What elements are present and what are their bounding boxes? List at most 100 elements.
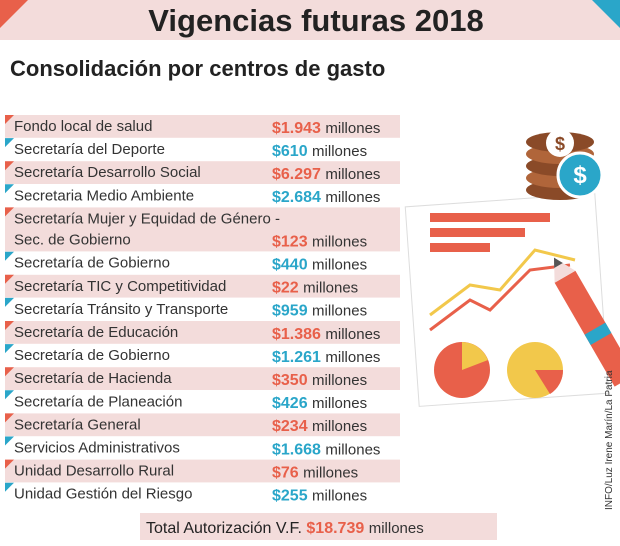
row-amount: $440: [272, 257, 308, 274]
row-amount: $610: [272, 143, 308, 160]
total: Total Autorización V.F. $18.739 millones: [146, 520, 424, 537]
total-label: Total Autorización V.F.: [146, 520, 302, 537]
row-name: Secretaría TIC y Competitividad: [14, 278, 226, 295]
row-marker: [5, 161, 14, 171]
row-value: $76 millones: [272, 464, 358, 481]
row-value: $610 millones: [272, 143, 367, 160]
row-value: $1.261 millones: [272, 349, 380, 366]
row-value: $22 millones: [272, 280, 358, 297]
row-bg: [5, 115, 400, 138]
row-bg: [5, 274, 400, 298]
row-marker: [5, 459, 14, 469]
row-bg: [5, 207, 400, 252]
row-unit: millones: [325, 189, 380, 206]
row-amount: $1.261: [272, 349, 321, 366]
deco-line: [429, 248, 576, 317]
deco-line: [429, 263, 571, 332]
row-marker: [5, 207, 14, 217]
row-marker: [5, 436, 14, 446]
row-name: Unidad Desarrollo Rural: [14, 463, 174, 480]
row-amount: $1.943: [272, 120, 321, 137]
row-bg: [5, 321, 400, 344]
row-bg: [5, 161, 400, 184]
total-box: [140, 513, 497, 540]
deco-pie-slice: [462, 342, 488, 370]
row-amount: $959: [272, 303, 308, 320]
row-unit: millones: [312, 395, 367, 412]
svg-text:$: $: [573, 162, 587, 189]
row-unit: millones: [312, 303, 367, 320]
row-unit: millones: [325, 441, 380, 458]
row-name: Servicios Administrativos: [14, 440, 180, 457]
row-name: Secretaría General: [14, 416, 141, 433]
row-name: Sec. de Gobierno: [14, 231, 131, 248]
row-unit: millones: [312, 257, 367, 274]
row-amount: $1.386: [272, 326, 321, 343]
row-unit: millones: [325, 349, 380, 366]
row-unit: millones: [325, 120, 380, 137]
deco-bar: [430, 243, 490, 252]
row-marker: [5, 482, 14, 492]
row-amount: $22: [272, 280, 299, 297]
row-marker: [5, 184, 14, 194]
row-value: $123 millones: [272, 233, 367, 250]
row-value: $1.386 millones: [272, 326, 380, 343]
row-name: Secretaría Mujer y Equidad de Género -: [14, 210, 280, 227]
row-value: $959 millones: [272, 303, 367, 320]
row-value: $440 millones: [272, 257, 367, 274]
row-marker: [5, 138, 14, 148]
deco-bar: [430, 213, 550, 222]
total-amount: $18.739: [306, 520, 364, 537]
row-value: $6.297 millones: [272, 166, 380, 183]
credit: INFO/Luz Irene Marín/La Patria: [604, 370, 615, 510]
row-name: Fondo local de salud: [14, 118, 152, 135]
row-unit: millones: [303, 464, 358, 481]
row-amount: $76: [272, 464, 299, 481]
row-amount: $234: [272, 418, 308, 435]
row-unit: millones: [312, 233, 367, 250]
row-marker: [5, 251, 14, 261]
row-amount: $255: [272, 488, 308, 505]
row-value: $350 millones: [272, 372, 367, 389]
row-value: $234 millones: [272, 418, 367, 435]
row-unit: millones: [312, 372, 367, 389]
row-marker: [5, 321, 14, 330]
title: Vigencias futuras 2018: [148, 3, 483, 38]
row-value: $2.684 millones: [272, 189, 380, 206]
row-name: Secretaría de Gobierno: [14, 255, 170, 272]
row-marker: [5, 390, 14, 400]
row-value: $255 millones: [272, 488, 367, 505]
row-name: Secretaría de Gobierno: [14, 347, 170, 364]
pencil: [554, 257, 620, 387]
row-marker: [5, 274, 14, 284]
deco-pie-slice: [535, 370, 564, 394]
row-marker: [5, 297, 14, 307]
row-name: Secretaria Medio Ambiente: [14, 187, 194, 204]
row-amount: $1.668: [272, 441, 321, 458]
row-bg: [5, 367, 400, 390]
row-name: Secretaría de Hacienda: [14, 370, 172, 387]
total-unit: millones: [369, 520, 424, 537]
row-marker: [5, 367, 14, 377]
row-value: $426 millones: [272, 395, 367, 412]
row-value: $1.668 millones: [272, 441, 380, 458]
row-bg: [5, 413, 400, 437]
row-value: $1.943 millones: [272, 120, 380, 137]
row-unit: millones: [325, 166, 380, 183]
row-name: Secretaría de Educación: [14, 324, 178, 341]
row-bg: [5, 459, 400, 483]
deco-bar: [430, 228, 525, 237]
coins: $ $: [526, 129, 604, 200]
row-amount: $2.684: [272, 189, 321, 206]
row-amount: $426: [272, 395, 308, 412]
illustration: $ $: [404, 129, 620, 407]
row-name: Unidad Gestión del Riesgo: [14, 486, 192, 503]
row-unit: millones: [312, 488, 367, 505]
title-band: [0, 0, 620, 40]
row-marker: [5, 344, 14, 354]
row-name: Secretaría Tránsito y Transporte: [14, 301, 228, 318]
row-amount: $123: [272, 233, 308, 250]
row-name: Secretaría de Planeación: [14, 393, 182, 410]
row-unit: millones: [325, 326, 380, 343]
